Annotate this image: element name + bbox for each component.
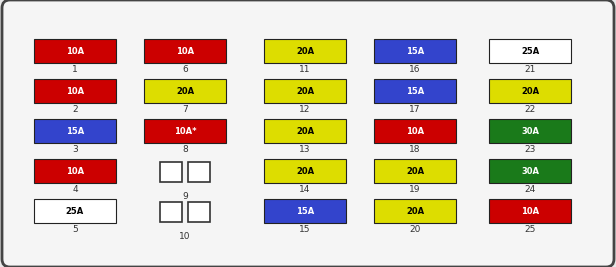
FancyBboxPatch shape <box>489 159 571 183</box>
FancyBboxPatch shape <box>264 119 346 143</box>
Text: 8: 8 <box>182 145 188 154</box>
Text: 20A: 20A <box>406 206 424 215</box>
FancyBboxPatch shape <box>264 79 346 103</box>
FancyBboxPatch shape <box>34 119 116 143</box>
FancyBboxPatch shape <box>489 79 571 103</box>
Text: 15A: 15A <box>296 206 314 215</box>
FancyBboxPatch shape <box>264 199 346 223</box>
FancyBboxPatch shape <box>144 119 226 143</box>
FancyBboxPatch shape <box>489 199 571 223</box>
Text: 15A: 15A <box>66 127 84 135</box>
Bar <box>188 202 210 222</box>
Text: 11: 11 <box>299 65 310 74</box>
Text: 25: 25 <box>524 225 536 234</box>
Text: 25A: 25A <box>66 206 84 215</box>
Text: 4: 4 <box>72 185 78 194</box>
Text: 20A: 20A <box>296 87 314 96</box>
Text: 13: 13 <box>299 145 310 154</box>
Text: 20A: 20A <box>521 87 539 96</box>
Text: 10A: 10A <box>176 46 194 56</box>
Text: 20A: 20A <box>176 87 194 96</box>
Text: 18: 18 <box>409 145 421 154</box>
Text: 21: 21 <box>524 65 536 74</box>
Text: 15A: 15A <box>406 46 424 56</box>
Text: 5: 5 <box>72 225 78 234</box>
Text: 7: 7 <box>182 105 188 114</box>
Bar <box>188 162 210 182</box>
Text: 20A: 20A <box>296 46 314 56</box>
Text: 6: 6 <box>182 65 188 74</box>
Text: 15: 15 <box>299 225 310 234</box>
Text: 2: 2 <box>72 105 78 114</box>
Text: 10A*: 10A* <box>174 127 197 135</box>
Text: 20A: 20A <box>406 167 424 175</box>
FancyBboxPatch shape <box>144 39 226 63</box>
Text: 9: 9 <box>182 192 188 201</box>
FancyBboxPatch shape <box>374 119 456 143</box>
FancyBboxPatch shape <box>34 159 116 183</box>
Text: 20: 20 <box>409 225 421 234</box>
FancyBboxPatch shape <box>144 79 226 103</box>
Text: 20A: 20A <box>296 167 314 175</box>
Text: 20A: 20A <box>296 127 314 135</box>
FancyBboxPatch shape <box>374 79 456 103</box>
Text: 22: 22 <box>524 105 536 114</box>
FancyBboxPatch shape <box>489 119 571 143</box>
Text: 17: 17 <box>409 105 421 114</box>
FancyBboxPatch shape <box>34 79 116 103</box>
Text: 10: 10 <box>179 232 191 241</box>
Text: 16: 16 <box>409 65 421 74</box>
Text: 15A: 15A <box>406 87 424 96</box>
Text: 3: 3 <box>72 145 78 154</box>
Text: 23: 23 <box>524 145 536 154</box>
FancyBboxPatch shape <box>34 39 116 63</box>
Text: 12: 12 <box>299 105 310 114</box>
FancyBboxPatch shape <box>374 39 456 63</box>
FancyBboxPatch shape <box>264 39 346 63</box>
Bar <box>160 162 182 182</box>
FancyBboxPatch shape <box>489 39 571 63</box>
Text: 30A: 30A <box>521 167 539 175</box>
FancyBboxPatch shape <box>34 199 116 223</box>
Text: 10A: 10A <box>406 127 424 135</box>
Text: 10A: 10A <box>521 206 539 215</box>
Text: 25A: 25A <box>521 46 539 56</box>
Text: 30A: 30A <box>521 127 539 135</box>
Text: 19: 19 <box>409 185 421 194</box>
Text: 10A: 10A <box>66 167 84 175</box>
FancyBboxPatch shape <box>374 159 456 183</box>
Text: 1: 1 <box>72 65 78 74</box>
Bar <box>160 202 182 222</box>
Text: 24: 24 <box>524 185 536 194</box>
FancyBboxPatch shape <box>264 159 346 183</box>
Text: 10A: 10A <box>66 46 84 56</box>
Text: 14: 14 <box>299 185 310 194</box>
FancyBboxPatch shape <box>374 199 456 223</box>
Text: 10A: 10A <box>66 87 84 96</box>
